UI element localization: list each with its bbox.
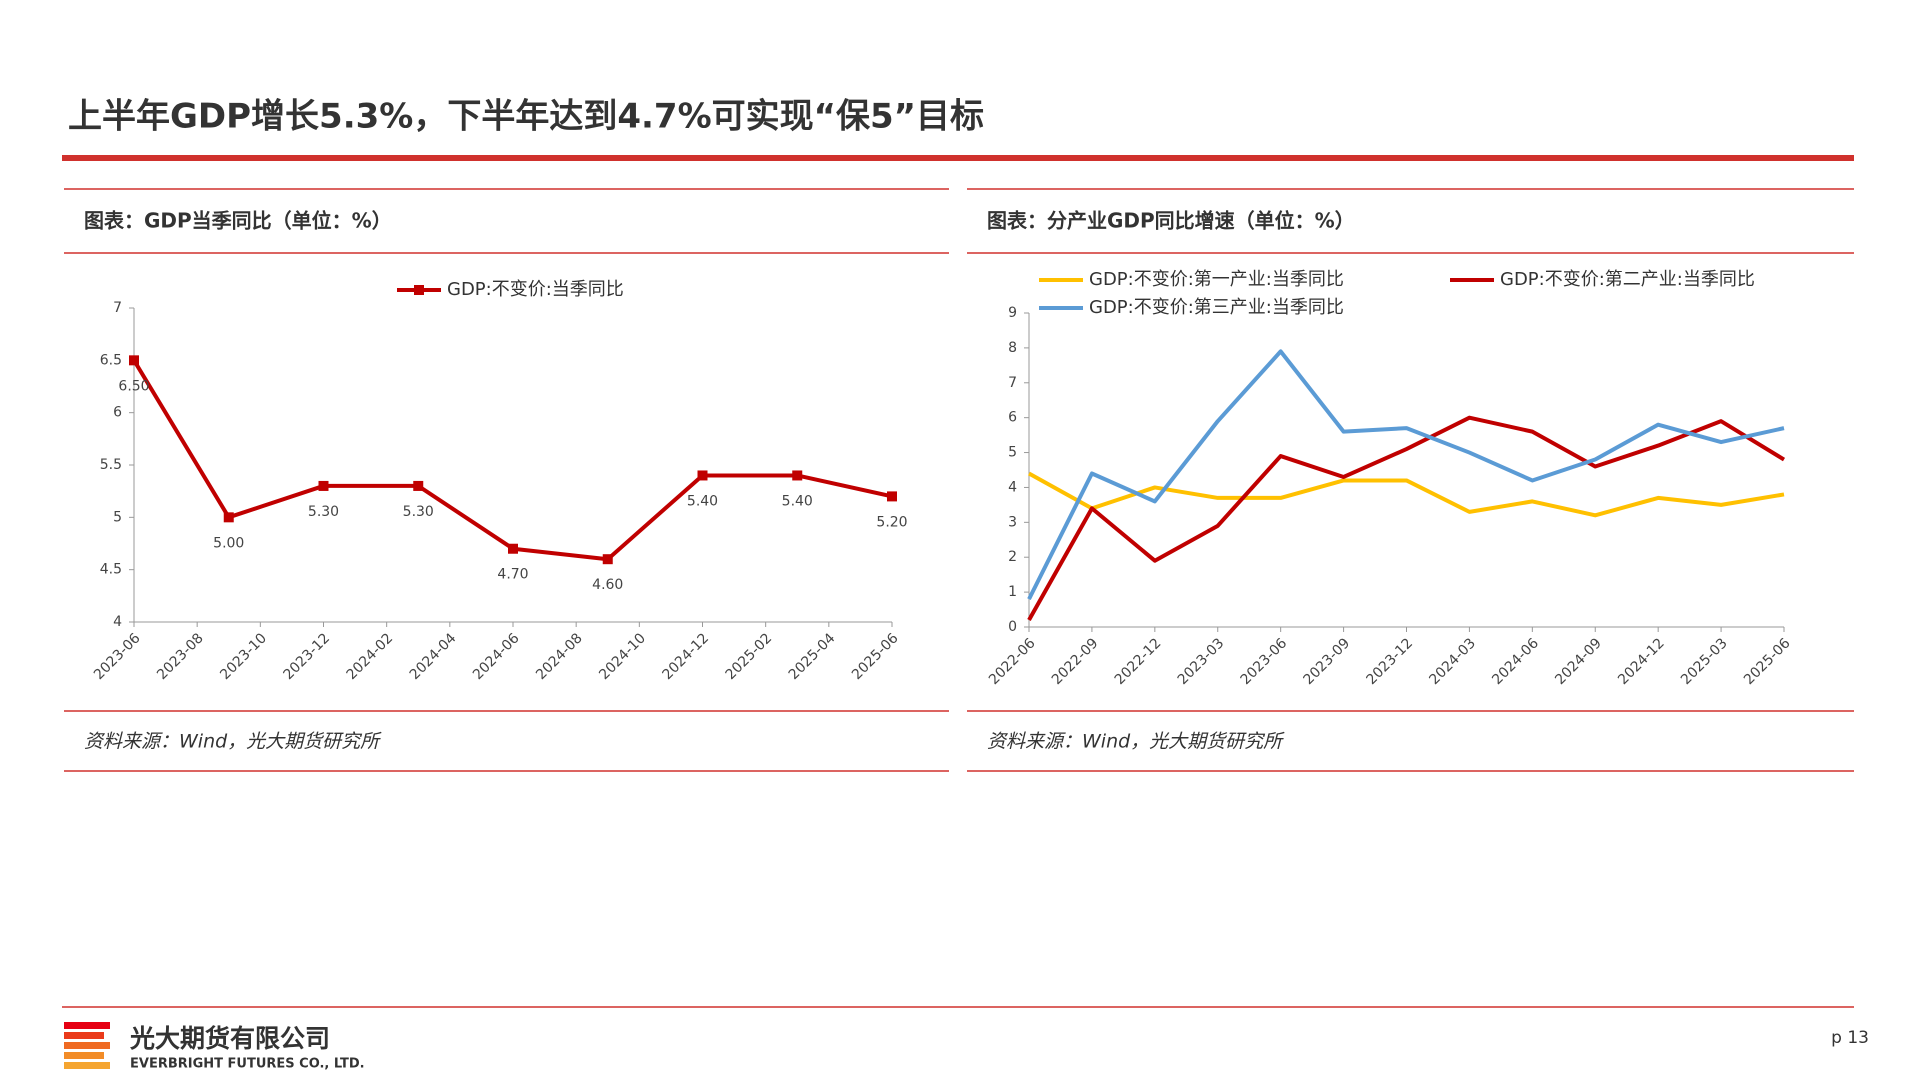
value-label: 5.20 xyxy=(876,514,907,530)
x-tick-label: 2024-08 xyxy=(533,630,586,683)
y-tick-label: 5 xyxy=(1008,445,1017,461)
y-tick-label: 3 xyxy=(1008,514,1017,530)
title-rule xyxy=(62,155,1854,161)
series-line xyxy=(1027,349,1785,600)
x-tick-label: 2024-12 xyxy=(659,630,712,683)
value-label: 5.30 xyxy=(403,504,434,520)
x-tick-label: 2024-06 xyxy=(470,630,523,683)
x-tick-label: 2024-02 xyxy=(344,630,397,683)
value-label: 6.50 xyxy=(118,378,149,394)
y-tick-label: 7 xyxy=(1008,375,1017,391)
value-label: 5.00 xyxy=(213,535,244,551)
legend-marker xyxy=(414,285,424,295)
y-tick-label: 6 xyxy=(1008,410,1017,426)
y-tick-label: 2 xyxy=(1008,549,1017,565)
y-tick-label: 7 xyxy=(113,300,122,316)
x-tick-label: 2024-12 xyxy=(1615,635,1668,688)
value-label: 5.40 xyxy=(782,493,813,509)
value-label: 5.40 xyxy=(687,493,718,509)
company-name: 光大期货有限公司 xyxy=(129,1024,330,1053)
y-tick-label: 4.5 xyxy=(100,562,122,578)
point-marker xyxy=(887,491,897,502)
x-tick-label: 2025-06 xyxy=(849,630,902,683)
x-tick-label: 2025-04 xyxy=(786,630,839,683)
legend-label: GDP:不变价:第二产业:当季同比 xyxy=(1500,269,1755,290)
x-tick-label: 2023-09 xyxy=(1301,635,1354,688)
legend-label: GDP:不变价:第三产业:当季同比 xyxy=(1089,297,1344,318)
x-tick-label: 2023-10 xyxy=(217,630,270,683)
chart-source: 资料来源：Wind，光大期货研究所 xyxy=(84,731,382,753)
series-line xyxy=(1028,471,1785,518)
point-marker xyxy=(129,355,139,366)
x-tick-label: 2024-10 xyxy=(596,630,649,683)
point-marker xyxy=(413,480,424,491)
x-tick-label: 2023-12 xyxy=(1363,635,1416,688)
legend-label: GDP:不变价:当季同比 xyxy=(447,279,624,300)
y-tick-label: 6.5 xyxy=(100,352,122,368)
series-line xyxy=(132,359,893,562)
value-label: 5.30 xyxy=(308,504,339,520)
point-marker xyxy=(318,480,329,491)
x-tick-label: 2025-03 xyxy=(1678,635,1731,688)
point-marker xyxy=(697,470,708,481)
x-tick-label: 2023-03 xyxy=(1175,635,1228,688)
x-tick-label: 2023-12 xyxy=(280,630,333,683)
value-label: 4.60 xyxy=(592,577,623,593)
logo-icon xyxy=(64,1022,110,1069)
chart-caption: 图表：分产业GDP同比增速（单位：%） xyxy=(987,209,1355,233)
x-tick-label: 2024-06 xyxy=(1489,635,1542,688)
y-tick-label: 4 xyxy=(1008,479,1017,495)
x-tick-label: 2022-09 xyxy=(1049,635,1102,688)
x-tick-label: 2024-03 xyxy=(1426,635,1479,688)
x-tick-label: 2024-09 xyxy=(1552,635,1605,688)
x-tick-label: 2023-08 xyxy=(154,630,207,683)
x-tick-label: 2023-06 xyxy=(91,630,144,683)
x-tick-label: 2025-06 xyxy=(1741,635,1794,688)
slide-title: 上半年GDP增长5.3%，下半年达到4.7%可实现“保5”目标 xyxy=(68,97,984,137)
point-marker xyxy=(508,543,518,554)
x-tick-label: 2022-12 xyxy=(1112,635,1165,688)
point-marker xyxy=(223,512,234,523)
panel-rules xyxy=(62,188,1854,1008)
x-tick-label: 2025-02 xyxy=(723,630,776,683)
point-marker xyxy=(602,554,613,565)
point-marker xyxy=(792,470,803,481)
company-name-en: EVERBRIGHT FUTURES CO., LTD. xyxy=(130,1057,365,1072)
y-tick-label: 8 xyxy=(1008,340,1017,356)
y-tick-label: 5 xyxy=(113,509,122,525)
y-tick-label: 1 xyxy=(1008,584,1017,600)
y-tick-label: 5.5 xyxy=(100,457,122,473)
y-tick-label: 0 xyxy=(1008,619,1017,635)
x-tick-label: 2023-06 xyxy=(1238,635,1291,688)
legend-label: GDP:不变价:第一产业:当季同比 xyxy=(1089,269,1344,290)
series-line xyxy=(1027,415,1786,622)
value-label: 4.70 xyxy=(497,567,528,583)
y-tick-label: 4 xyxy=(113,614,122,630)
x-tick-label: 2024-04 xyxy=(407,630,460,683)
x-tick-label: 2022-06 xyxy=(986,635,1039,688)
chart-caption: 图表：GDP当季同比（单位：%） xyxy=(84,209,392,233)
y-tick-label: 9 xyxy=(1008,305,1017,321)
page-number: p 13 xyxy=(1831,1028,1869,1048)
y-tick-label: 6 xyxy=(113,405,122,421)
chart-source: 资料来源：Wind，光大期货研究所 xyxy=(987,731,1285,753)
